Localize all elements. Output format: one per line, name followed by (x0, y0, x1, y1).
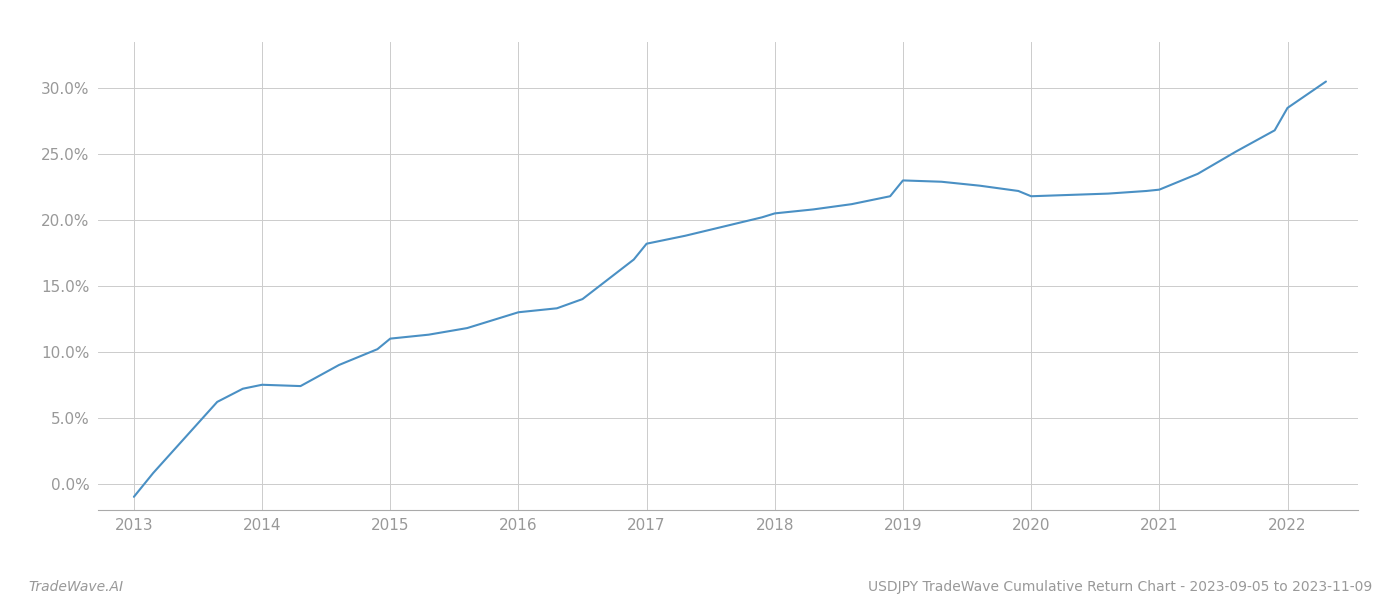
Text: TradeWave.AI: TradeWave.AI (28, 580, 123, 594)
Text: USDJPY TradeWave Cumulative Return Chart - 2023-09-05 to 2023-11-09: USDJPY TradeWave Cumulative Return Chart… (868, 580, 1372, 594)
